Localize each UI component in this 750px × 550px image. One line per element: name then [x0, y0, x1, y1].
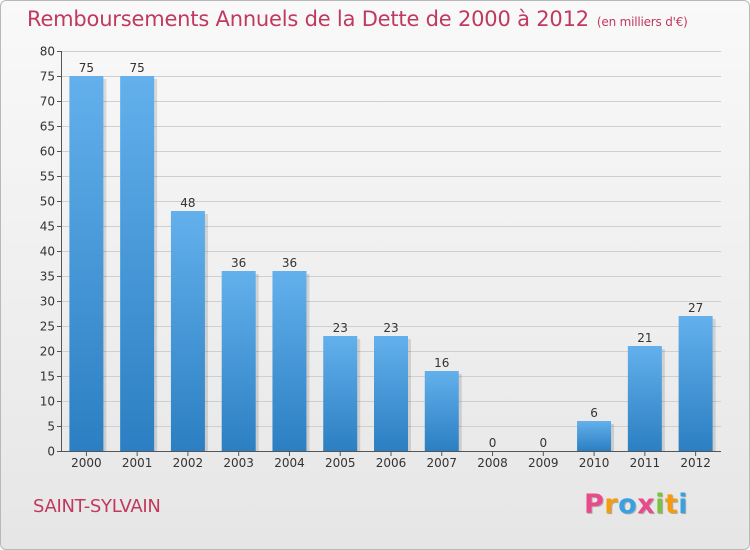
- y-tick-label: 40: [40, 245, 55, 259]
- data-label-2005: 23: [333, 321, 348, 335]
- x-tick-label-2011: 2011: [630, 456, 661, 470]
- data-labels: 75 75 48 36 36 23 23 16 0 0 6 21 27: [79, 61, 704, 450]
- proxiti-logo: Proxiti: [584, 489, 688, 520]
- data-label-2012: 27: [688, 301, 703, 315]
- x-tick-label-2009: 2009: [528, 456, 559, 470]
- logo-letter: i: [655, 489, 665, 520]
- y-tick-label: 20: [40, 345, 55, 359]
- chart-title: Remboursements Annuels de la Dette de 20…: [27, 7, 688, 31]
- bar-2002: [170, 211, 205, 451]
- y-tick-label: 30: [40, 295, 55, 309]
- data-label-2003: 36: [231, 256, 246, 270]
- bar-2010: [577, 421, 612, 451]
- bar-2005: [323, 336, 358, 451]
- x-tick-label-2006: 2006: [376, 456, 407, 470]
- logo-letter: x: [637, 489, 656, 520]
- y-tick-label: 60: [40, 145, 55, 159]
- y-tick-label: 75: [40, 70, 55, 84]
- bar-2000: [69, 76, 104, 451]
- bar-2003: [221, 271, 256, 451]
- logo-letter: P: [584, 489, 605, 520]
- data-label-2007: 16: [434, 356, 449, 370]
- y-tick-label: 55: [40, 170, 55, 184]
- logo-letter: t: [664, 489, 679, 520]
- bar-2007: [424, 371, 459, 451]
- y-tick-label: 15: [40, 370, 55, 384]
- place-name: SAINT-SYLVAIN: [33, 496, 161, 517]
- logo-letter: r: [604, 489, 619, 520]
- data-label-2000: 75: [79, 61, 94, 75]
- chart-title-text: Remboursements Annuels de la Dette de 20…: [27, 7, 589, 31]
- y-tick-label: 25: [40, 320, 55, 334]
- y-tick-label: 0: [47, 445, 55, 459]
- x-tick-label-2012: 2012: [680, 456, 711, 470]
- data-label-2002: 48: [180, 196, 195, 210]
- data-label-2010: 6: [590, 406, 598, 420]
- y-tick-label: 65: [40, 120, 55, 134]
- x-tick-label-2001: 2001: [122, 456, 153, 470]
- y-tick-label: 80: [40, 45, 55, 59]
- bar-2001: [120, 76, 155, 451]
- data-label-2011: 21: [637, 331, 652, 345]
- x-tick-label-2000: 2000: [71, 456, 102, 470]
- data-label-2008: 0: [489, 436, 497, 450]
- x-tick-label-2003: 2003: [223, 456, 254, 470]
- bar-2004: [272, 271, 307, 451]
- y-tick-label: 50: [40, 195, 55, 209]
- logo-letter: i: [678, 489, 689, 520]
- bar-2011: [627, 346, 662, 451]
- y-tick-label: 35: [40, 270, 55, 284]
- data-label-2004: 36: [282, 256, 297, 270]
- bar-2006: [374, 336, 408, 451]
- data-label-2009: 0: [539, 436, 547, 450]
- x-tick-label-2010: 2010: [579, 456, 610, 470]
- bars: [69, 76, 716, 451]
- y-tick-label: 10: [40, 395, 55, 409]
- x-tick-label-2004: 2004: [274, 456, 305, 470]
- bar-2012: [678, 316, 713, 451]
- logo-letter: o: [618, 489, 638, 520]
- chart-unit: (en milliers d'€): [596, 15, 688, 29]
- data-label-2001: 75: [130, 61, 145, 75]
- x-tick-label-2008: 2008: [477, 456, 508, 470]
- x-tick-label-2007: 2007: [426, 456, 457, 470]
- y-tick-label: 45: [40, 220, 55, 234]
- data-label-2006: 23: [383, 321, 398, 335]
- x-tick-label-2005: 2005: [325, 456, 356, 470]
- x-tick-label-2002: 2002: [173, 456, 204, 470]
- y-tick-label: 5: [47, 420, 55, 434]
- y-tick-label: 70: [40, 95, 55, 109]
